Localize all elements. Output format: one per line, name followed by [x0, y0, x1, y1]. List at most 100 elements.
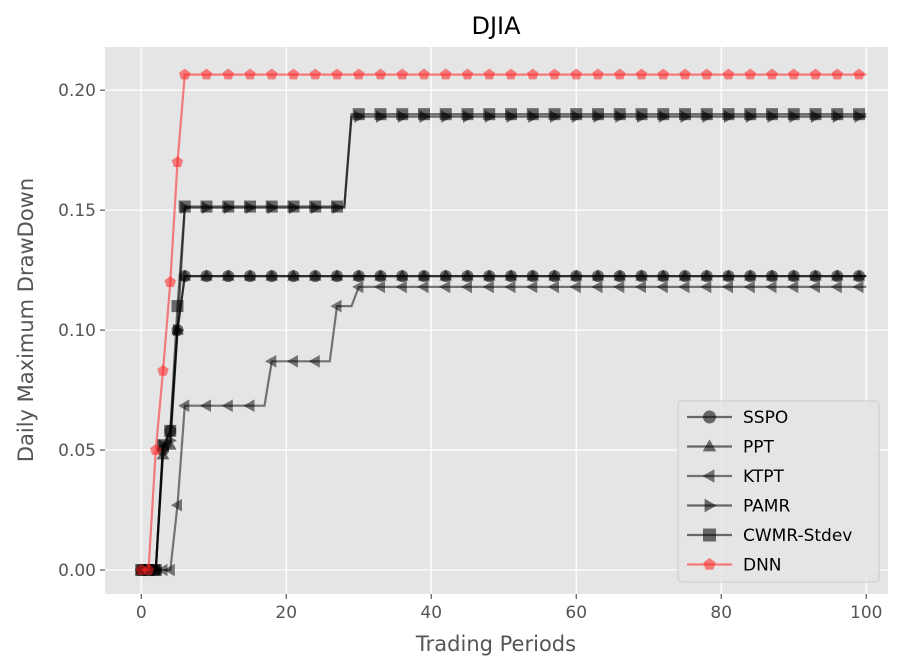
data-point: [178, 200, 191, 213]
data-point: [830, 280, 842, 294]
data-point: [170, 498, 182, 512]
data-point: [200, 68, 213, 80]
data-point: [527, 68, 539, 80]
data-point: [526, 108, 539, 121]
legend-entry: DNN: [743, 556, 782, 576]
data-point: [149, 564, 162, 577]
data-point: [547, 280, 559, 294]
data-point: [460, 280, 472, 294]
data-point: [700, 280, 712, 294]
data-point: [221, 399, 233, 412]
data-point: [766, 108, 778, 121]
data-point: [417, 269, 431, 281]
data-point: [265, 355, 277, 368]
data-point: [374, 68, 387, 80]
data-point: [765, 280, 777, 294]
data-point: [171, 156, 184, 167]
data-point: [569, 280, 581, 294]
data-point: [744, 108, 757, 121]
data-point: [592, 68, 604, 80]
data-point: [396, 68, 408, 80]
data-point: [504, 269, 518, 281]
data-point: [418, 68, 430, 80]
data-point: [678, 280, 690, 294]
data-point: [244, 68, 256, 80]
legend-entry: KTPT: [743, 467, 784, 487]
data-point: [395, 280, 407, 294]
data-point: [396, 108, 409, 121]
data-point: [439, 280, 451, 294]
data-point: [200, 200, 213, 213]
data-point: [222, 68, 234, 80]
data-point: [592, 108, 604, 121]
data-point: [309, 68, 321, 80]
data-point: [244, 200, 256, 213]
data-point: [287, 200, 300, 213]
data-point: [570, 108, 583, 121]
data-point: [635, 108, 648, 121]
x-tick-label: 80: [710, 603, 732, 623]
data-point: [570, 269, 583, 281]
data-point: [178, 399, 190, 412]
data-point: [309, 200, 322, 213]
data-point: [374, 269, 387, 281]
legend-entry: PPT: [743, 438, 775, 458]
data-point: [374, 108, 387, 121]
data-point: [853, 68, 865, 80]
data-point: [330, 269, 344, 281]
data-point: [787, 108, 800, 121]
x-axis-ticks: 0 20 40 60 80 100: [136, 594, 882, 623]
data-point: [809, 68, 822, 80]
data-point: [171, 300, 184, 313]
data-point: [743, 280, 755, 294]
data-point: [657, 269, 670, 281]
data-point: [265, 269, 279, 281]
data-point: [395, 269, 409, 281]
data-point: [548, 108, 561, 121]
data-point: [548, 68, 561, 80]
data-point: [831, 68, 843, 80]
data-point: [766, 68, 778, 80]
legend-entry: CWMR-Stdev: [743, 526, 852, 546]
data-point: [744, 68, 756, 80]
data-point: [657, 108, 670, 121]
data-point: [526, 269, 539, 281]
legend-entry: SSPO: [743, 408, 788, 428]
data-point: [221, 269, 235, 281]
data-point: [461, 68, 474, 80]
data-point: [831, 108, 844, 121]
legend-marker: [703, 410, 716, 424]
data-point: [679, 108, 691, 121]
data-point: [331, 68, 343, 80]
legend-marker: [704, 498, 717, 513]
legend-marker: [703, 528, 716, 542]
data-point: [722, 108, 735, 121]
data-point: [142, 564, 155, 575]
series-line: [141, 275, 867, 572]
data-point: [265, 200, 278, 213]
legend-marker: [702, 469, 715, 483]
data-point: [852, 269, 866, 281]
y-tick-label: 0.05: [58, 441, 96, 461]
data-point: [243, 399, 255, 412]
data-point: [634, 280, 646, 294]
data-point: [222, 200, 235, 213]
data-point: [266, 68, 278, 80]
y-tick-label: 0.10: [58, 321, 96, 341]
data-point: [504, 280, 516, 294]
data-point: [808, 280, 820, 294]
data-point: [164, 424, 177, 437]
data-point: [439, 269, 453, 281]
data-point: [331, 200, 343, 213]
data-point: [722, 269, 735, 281]
data-point: [179, 68, 191, 80]
y-axis-ticks: 0.00 0.05 0.10 0.15 0.20: [58, 81, 105, 581]
data-point: [613, 108, 626, 121]
data-point: [809, 108, 822, 121]
legend-marker: [702, 439, 717, 452]
data-point: [373, 280, 385, 294]
data-point: [287, 269, 300, 281]
data-point: [700, 108, 713, 121]
data-point: [526, 280, 538, 294]
